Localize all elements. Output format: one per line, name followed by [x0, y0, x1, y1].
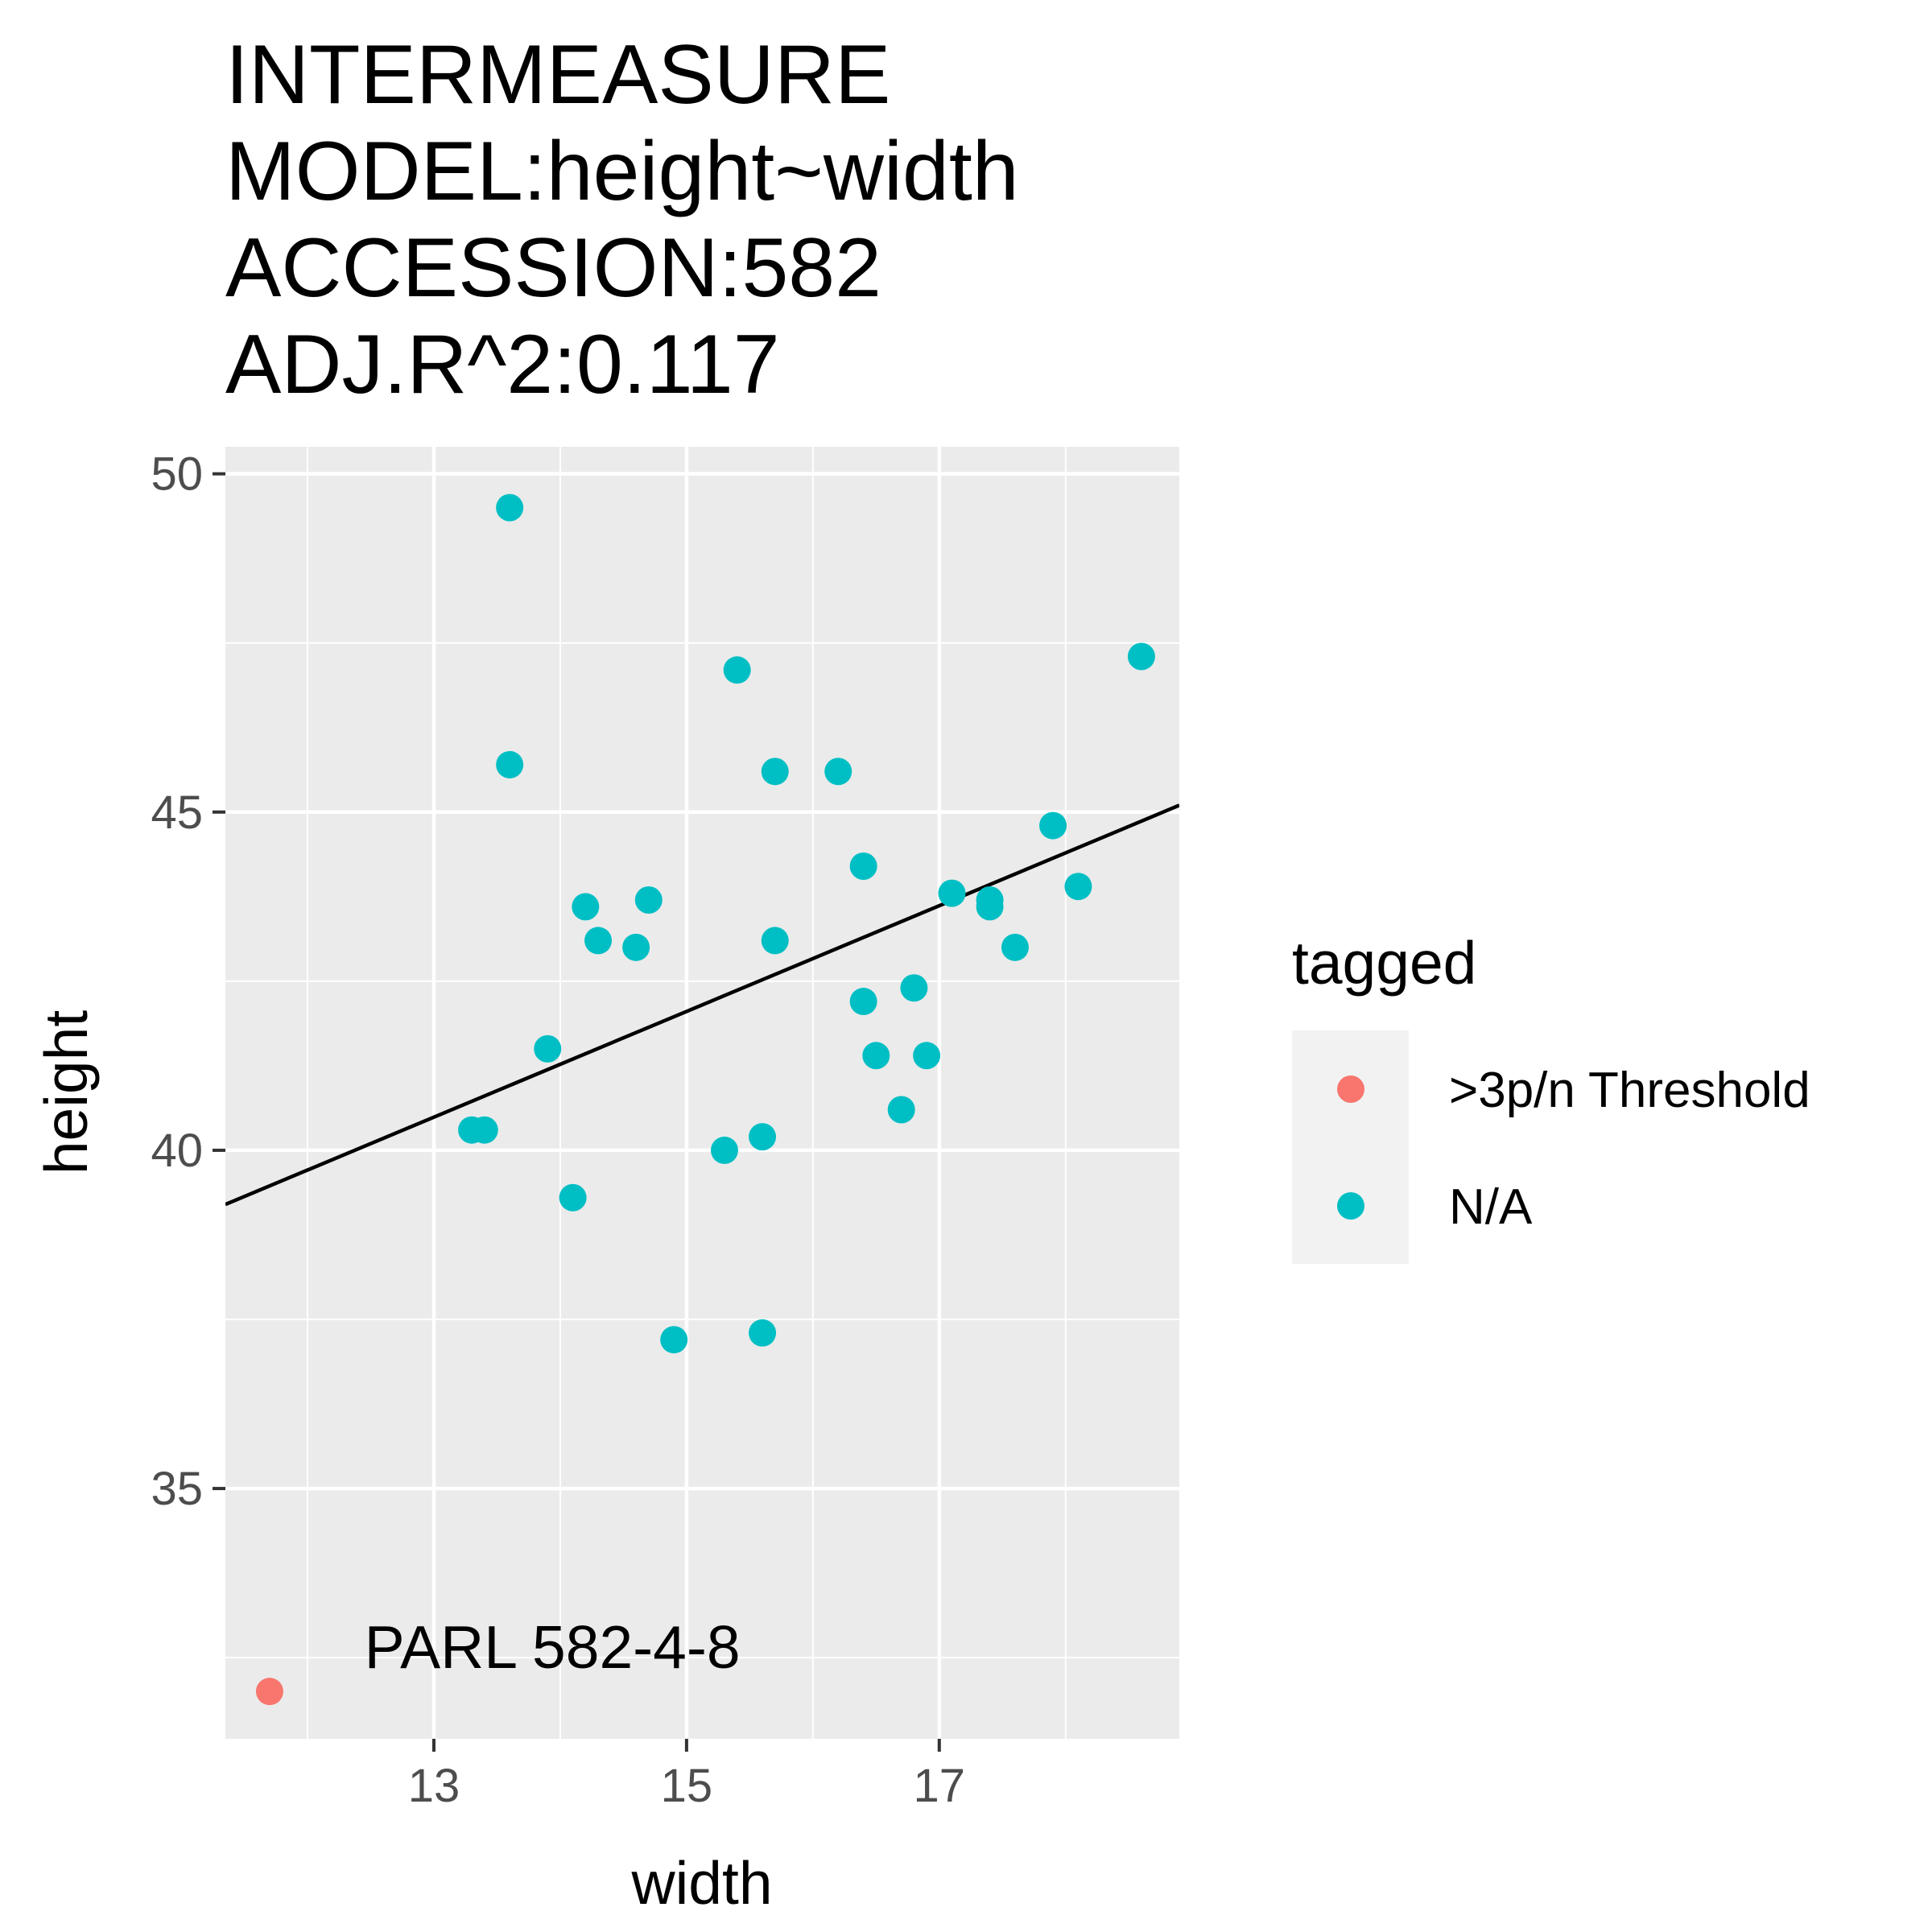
- legend-key-1: [1337, 1192, 1364, 1220]
- point-na-15: [761, 758, 789, 786]
- point-annotations: PARL 582-4-8 PARL 582-4-8: [0, 1613, 741, 1681]
- point-na-4: [534, 1034, 562, 1063]
- point-na-3: [470, 1116, 498, 1144]
- point-na-6: [572, 893, 600, 921]
- legend-title: tagged: [1292, 929, 1476, 997]
- data-points: [255, 493, 1155, 1706]
- point-na-13: [749, 1123, 777, 1151]
- point-na-23: [913, 1042, 941, 1070]
- legend-key-background: [1292, 1030, 1409, 1264]
- title-line-3: ACCESSION:582: [225, 221, 881, 315]
- y-tick-label-2: 45: [151, 786, 203, 839]
- y-axis-title: height: [32, 1010, 100, 1175]
- point-na-21: [887, 1096, 915, 1124]
- x-tick-label-1: 15: [661, 1760, 713, 1812]
- y-tick-label-0: 35: [151, 1463, 203, 1515]
- point-na-7: [584, 927, 613, 955]
- point-na-20: [862, 1042, 890, 1070]
- x-tick-label-2: 17: [914, 1760, 966, 1812]
- y-tick-label-1: 40: [151, 1125, 203, 1177]
- x-tick-label-0: 13: [408, 1760, 460, 1812]
- x-axis: 13 15 17: [408, 1739, 965, 1812]
- y-tick-label-3: 50: [151, 448, 203, 501]
- point-na-16: [761, 927, 789, 955]
- legend: tagged >3p/n Threshold N/A: [1292, 929, 1810, 1264]
- point-na-26: [976, 893, 1004, 921]
- point-na-27: [1001, 933, 1029, 961]
- point-annotation-1: PARL 582-4-8: [0, 1613, 223, 1681]
- plot-panel: [225, 447, 1179, 1739]
- title-line-2: MODEL:height~width: [225, 125, 1019, 218]
- point-na-12: [723, 656, 751, 684]
- point-na-29: [1064, 873, 1092, 901]
- title-line-1: INTERMEASURE: [225, 28, 890, 122]
- y-axis: 35 40 45 50: [151, 448, 225, 1515]
- point-annotation-0: PARL 582-4-8: [365, 1613, 741, 1681]
- legend-label-1: N/A: [1449, 1179, 1533, 1235]
- regression-line: [225, 803, 1179, 1207]
- point-na-5: [559, 1183, 587, 1212]
- point-na-19: [849, 988, 877, 1016]
- point-na-28: [1039, 811, 1067, 840]
- point-na-24: [938, 879, 966, 907]
- title-line-4: ADJ.R^2:0.117: [225, 318, 780, 411]
- point-na-22: [900, 974, 928, 1002]
- point-na-18: [849, 852, 877, 880]
- point-threshold-0: [255, 1678, 283, 1706]
- grid-minor: [225, 447, 1179, 1739]
- grid-major: [225, 447, 1179, 1739]
- chart-title: INTERMEASURE MODEL:height~width ACCESSIO…: [225, 28, 1019, 411]
- point-na-17: [824, 758, 852, 786]
- point-na-11: [710, 1136, 738, 1164]
- point-na-14: [749, 1319, 777, 1347]
- point-na-1: [496, 750, 524, 778]
- legend-label-0: >3p/n Threshold: [1449, 1063, 1810, 1118]
- point-na-8: [622, 933, 650, 961]
- point-na-30: [1127, 642, 1155, 671]
- legend-entries: >3p/n Threshold N/A: [1337, 1063, 1810, 1235]
- point-na-0: [496, 493, 524, 522]
- point-na-9: [634, 886, 663, 914]
- point-na-10: [660, 1326, 688, 1354]
- fit-line: [225, 803, 1179, 1207]
- legend-key-0: [1337, 1075, 1364, 1103]
- x-axis-title: width: [630, 1849, 772, 1917]
